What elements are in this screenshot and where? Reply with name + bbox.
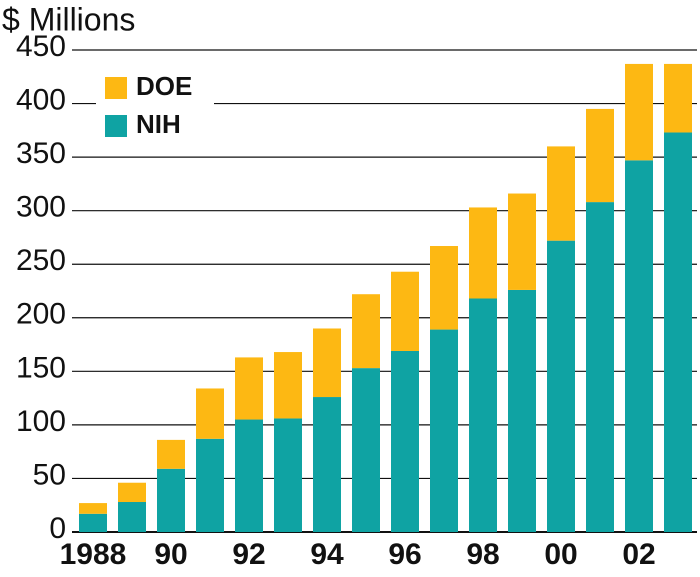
y-tick-label: 200 xyxy=(16,298,66,331)
bar-segment xyxy=(157,439,185,469)
bar-segment xyxy=(586,108,614,203)
y-tick-label: 100 xyxy=(16,405,66,438)
bar-segment xyxy=(118,502,146,532)
x-tick-label: 96 xyxy=(388,538,421,571)
y-tick-label: 150 xyxy=(16,351,66,384)
bar-segment xyxy=(79,513,107,532)
x-tick-label: 1988 xyxy=(60,538,127,571)
bar-segment xyxy=(352,294,380,369)
bar-segment xyxy=(274,352,302,419)
bar-segment xyxy=(469,298,497,532)
y-tick-label: 350 xyxy=(16,137,66,170)
bar-segment xyxy=(313,328,341,398)
x-tick-label: 00 xyxy=(544,538,577,571)
y-tick-label: 250 xyxy=(16,244,66,277)
bar-segment xyxy=(508,289,536,532)
bar-segment xyxy=(352,368,380,532)
bar-segment xyxy=(391,350,419,532)
legend-label: NIH xyxy=(136,109,181,139)
bar-segment xyxy=(508,193,536,290)
legend-label: DOE xyxy=(136,71,192,101)
legend-swatch xyxy=(105,77,127,99)
y-tick-label: 300 xyxy=(16,191,66,224)
bar-segment xyxy=(196,388,224,439)
bar-segment xyxy=(313,397,341,532)
bar-segment xyxy=(547,240,575,532)
x-tick-label: 90 xyxy=(154,538,187,571)
x-tick-label: 98 xyxy=(466,538,499,571)
y-tick-label: 50 xyxy=(33,458,66,491)
x-tick-label: 94 xyxy=(310,538,344,571)
bar-segment xyxy=(235,419,263,532)
bar-segment xyxy=(235,357,263,420)
bar-segment xyxy=(157,468,185,532)
bar-segment xyxy=(625,160,653,532)
bar-segment xyxy=(664,132,692,532)
bar-segment xyxy=(547,146,575,241)
x-tick-label: 92 xyxy=(232,538,265,571)
y-tick-label: 400 xyxy=(16,83,66,116)
bar-segment xyxy=(664,63,692,133)
bar-segment xyxy=(430,246,458,330)
bar-segment xyxy=(625,63,653,161)
x-tick-label: 02 xyxy=(622,538,655,571)
bar-segment xyxy=(430,329,458,532)
legend-swatch xyxy=(105,115,127,137)
bar-segment xyxy=(586,202,614,532)
bar-segment xyxy=(469,207,497,299)
y-tick-label: 0 xyxy=(49,512,66,545)
bar-segment xyxy=(274,418,302,532)
bar-segment xyxy=(391,271,419,351)
bar-segment xyxy=(79,503,107,514)
bar-segment xyxy=(196,438,224,532)
bar-segment xyxy=(118,482,146,503)
chart-title: $ Millions xyxy=(2,1,135,37)
y-tick-label: 450 xyxy=(16,30,66,63)
